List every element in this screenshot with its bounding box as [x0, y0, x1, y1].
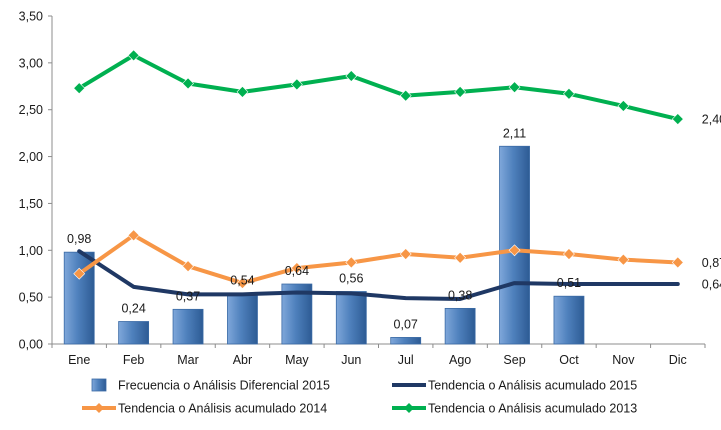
line-point: [182, 77, 194, 90]
line-point: [399, 248, 412, 260]
legend: Frecuencia o Análisis Diferencial 2015 Te…: [82, 379, 637, 416]
line-end-label: 0,64: [702, 278, 721, 292]
x-tick-label: Feb: [123, 353, 145, 367]
x-tick-label: Dic: [669, 353, 687, 367]
line-end-label: 0,87: [702, 256, 721, 270]
line-point: [617, 100, 630, 112]
bar-series: [63, 145, 585, 345]
y-tick-label: 3,00: [19, 56, 43, 70]
y-tick-label: 2,00: [19, 150, 43, 164]
legend-label: Tendencia o Análisis acumulado 2013: [428, 402, 637, 416]
legend-swatch-marker: [404, 403, 414, 413]
bar-data-label: 0,54: [230, 273, 254, 287]
line-point: [127, 49, 140, 62]
y-tick-label: 3,50: [19, 10, 43, 24]
x-tick-label: Abr: [233, 353, 252, 367]
legend-label: Tendencia o Análisis acumulado 2014: [118, 402, 327, 416]
line-point: [73, 267, 86, 280]
y-tick-label: 1,00: [19, 244, 43, 258]
bar-data-label: 0,64: [285, 264, 309, 278]
bar: [335, 291, 367, 345]
line-point: [454, 251, 467, 264]
line-tendencia-o-an-lisis-acumulado-2014: [77, 233, 680, 286]
line-point: [563, 248, 575, 260]
bar-data-label: 0,98: [67, 232, 91, 246]
bar: [172, 308, 204, 345]
bar: [227, 292, 258, 345]
x-axis: Ene Feb Mar Abr May Jun Jul Ago Sep Oct Nov Dic: [51, 343, 706, 367]
bar: [553, 295, 585, 345]
line-point: [508, 244, 521, 257]
y-tick-label: 1,50: [19, 197, 43, 211]
line-point: [345, 256, 358, 269]
line-point: [236, 277, 249, 290]
x-tick-label: Oct: [559, 353, 579, 367]
legend-swatch-marker: [94, 403, 104, 413]
x-tick-label: Ene: [68, 353, 90, 367]
y-tick-label: 0,50: [19, 291, 43, 305]
y-axis: 0,00 0,50 1,00 1,50 2,00 2,50 3,00 3,50: [19, 10, 53, 352]
bar-data-label: 0,38: [448, 288, 472, 302]
line-point: [182, 260, 194, 273]
line-point: [236, 85, 249, 98]
x-tick-label: May: [285, 353, 309, 367]
x-tick-label: Sep: [503, 353, 525, 367]
x-tick-label: Jul: [398, 353, 414, 367]
line-point: [563, 87, 575, 100]
line-point: [508, 81, 521, 94]
bar-data-label: 0,24: [121, 302, 145, 316]
line-point: [671, 113, 684, 126]
line-point: [345, 70, 358, 82]
bar-data-label: 0,51: [557, 276, 581, 290]
y-tick-label: 0,00: [19, 338, 43, 352]
legend-swatch-bar: [91, 378, 107, 392]
x-tick-label: Ago: [449, 353, 471, 367]
line-end-label: 2,40: [702, 113, 721, 127]
legend-label: Frecuencia o Análisis Diferencial 2015: [118, 379, 330, 393]
x-tick-label: Jun: [341, 353, 361, 367]
line-series: [73, 49, 684, 302]
bar: [390, 337, 422, 345]
bar-data-label: 0,37: [176, 289, 200, 303]
bar-data-label: 2,11: [503, 126, 526, 140]
line-point: [399, 89, 412, 102]
x-tick-label: Mar: [177, 353, 199, 367]
line-point: [617, 253, 630, 266]
legend-label: Tendencia o Análisis acumulado 2015: [428, 379, 637, 393]
line-point: [454, 85, 467, 98]
bar-data-label: 0,07: [394, 317, 418, 331]
bar: [118, 321, 150, 345]
bar-data-label: 0,56: [339, 272, 363, 286]
line-point: [671, 256, 684, 269]
x-tick-label: Nov: [612, 353, 635, 367]
line-point: [290, 78, 303, 91]
data-labels: 0,98 0,24 0,37 0,54 0,64 0,56 0,07 0,38 2,11 0,51…: [67, 113, 721, 332]
line-point: [127, 229, 140, 242]
y-tick-label: 2,50: [19, 103, 43, 117]
line-point: [73, 82, 86, 95]
line-tendencia-o-an-lisis-acumulado-2015: [77, 249, 680, 302]
line-tendencia-o-an-lisis-acumulado-2013: [77, 53, 680, 122]
bar: [444, 307, 476, 345]
line-point: [290, 262, 303, 275]
